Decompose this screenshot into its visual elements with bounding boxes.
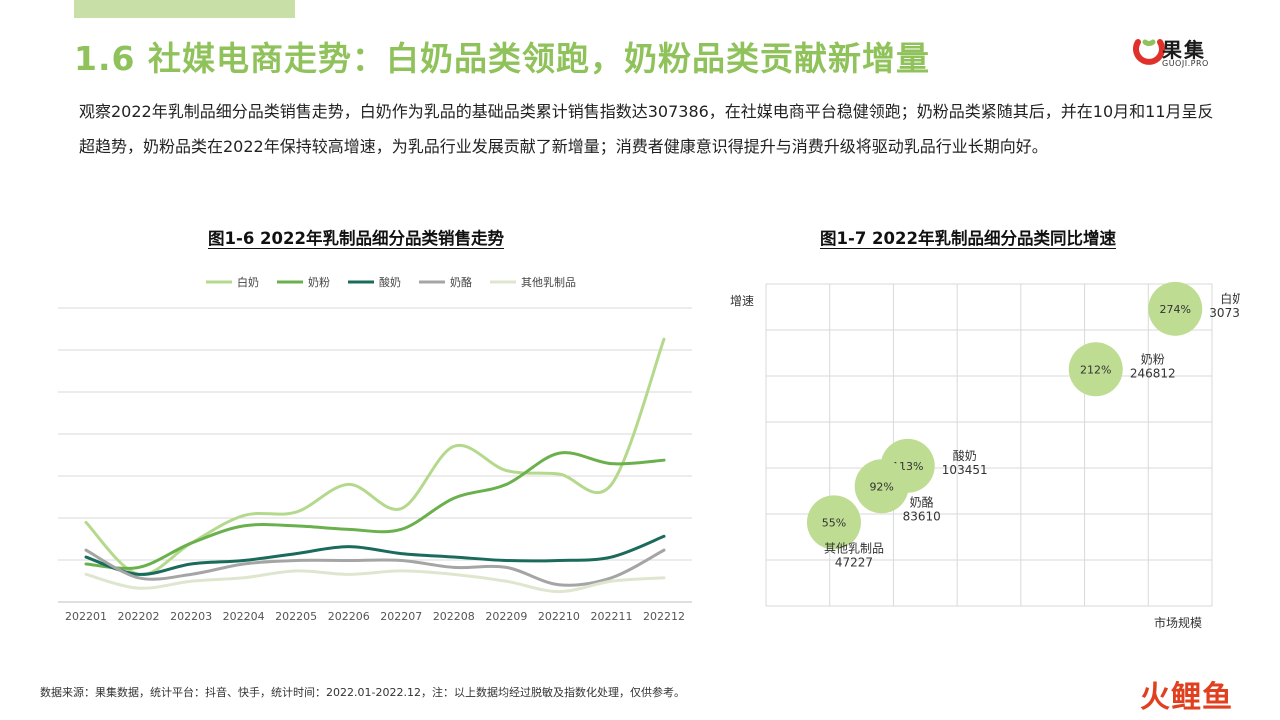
page-title: 1.6 社媒电商走势：白奶品类领跑，奶粉品类贡献新增量 [74, 39, 930, 78]
legend-label: 酸奶 [379, 275, 401, 289]
x-tick-label: 202211 [590, 610, 632, 623]
x-tick-label: 202202 [118, 610, 160, 623]
series-line-奶酪 [84, 548, 666, 587]
series-line-白奶 [84, 337, 666, 576]
x-tick-label: 202208 [433, 610, 475, 623]
bubble-growth-label: 212% [1080, 363, 1111, 376]
legend-item: 奶粉 [277, 275, 330, 289]
series-line-奶粉 [84, 451, 666, 570]
legend-item: 酸奶 [348, 275, 401, 289]
series-line-酸奶 [84, 534, 666, 576]
bubble-name-label: 酸奶 [953, 448, 977, 463]
bubble [806, 495, 861, 550]
corner-watermark: 火鲤鱼 [1140, 680, 1233, 715]
source-footnote: 数据来源：果集数据，统计平台：抖音、快手，统计时间：2022.01-2022.1… [40, 686, 685, 699]
x-tick-label: 202206 [328, 610, 370, 623]
legend-item: 奶酪 [419, 275, 472, 289]
brand-name: 果集 [1162, 38, 1206, 62]
bubble-value-label: 103451 [942, 463, 988, 477]
bubble-name-label: 白奶 [1220, 291, 1240, 306]
x-tick-label: 202204 [223, 610, 265, 623]
bubble [854, 459, 909, 514]
bubble-chart-title: 图1-7 2022年乳制品细分品类同比增速 [820, 229, 1116, 248]
legend-label: 白奶 [237, 275, 259, 289]
brand-subtitle: GUOJI.PRO [1162, 59, 1209, 68]
series-line-其他乳制品 [84, 569, 666, 594]
top-accent-tab [74, 0, 295, 18]
x-tick-label: 202203 [170, 610, 212, 623]
legend-item: 白奶 [206, 275, 259, 289]
bubble-value-label: 246812 [1130, 366, 1176, 380]
bubble-value-label: 83610 [903, 509, 941, 523]
legend-label: 其他乳制品 [521, 276, 576, 289]
bubble-name-label: 其他乳制品 [824, 541, 884, 555]
x-tick-label: 202210 [538, 610, 580, 623]
bubble-growth-label: 55% [822, 516, 846, 529]
bubble-growth-label: 92% [869, 480, 893, 493]
x-tick-label: 202209 [485, 610, 527, 623]
bubble [1148, 281, 1203, 336]
bubble [1068, 342, 1123, 397]
x-tick-label: 202205 [275, 610, 317, 623]
bubble-name-label: 奶粉 [1141, 352, 1165, 366]
bubble-value-label: 47227 [835, 555, 873, 569]
bubble-point: 274% 白奶307386 [1148, 281, 1240, 336]
x-tick-label: 202207 [380, 610, 422, 623]
x-tick-label: 202201 [65, 610, 107, 623]
legend-label: 奶酪 [450, 275, 472, 289]
bubble-growth-label: 274% [1159, 303, 1190, 316]
legend-label: 奶粉 [308, 275, 330, 289]
guoji-logo-icon [1133, 39, 1165, 65]
legend-item: 其他乳制品 [490, 276, 576, 289]
line-chart: 202201 202202 202203 202204 202205 202206 2022… [58, 275, 692, 623]
y-axis-label: 增速 [730, 294, 754, 308]
x-tick-label: 202212 [643, 610, 685, 623]
bubble-name-label: 奶酪 [910, 494, 934, 509]
description-paragraph: 观察2022年乳制品细分品类销售走势，白奶作为乳品的基础品类累计销售指数达307… [79, 102, 1214, 156]
line-chart-title: 图1-6 2022年乳制品细分品类销售走势 [208, 229, 504, 248]
bubble-value-label: 307386 [1209, 306, 1240, 320]
x-axis-label: 市场规模 [1154, 615, 1202, 630]
